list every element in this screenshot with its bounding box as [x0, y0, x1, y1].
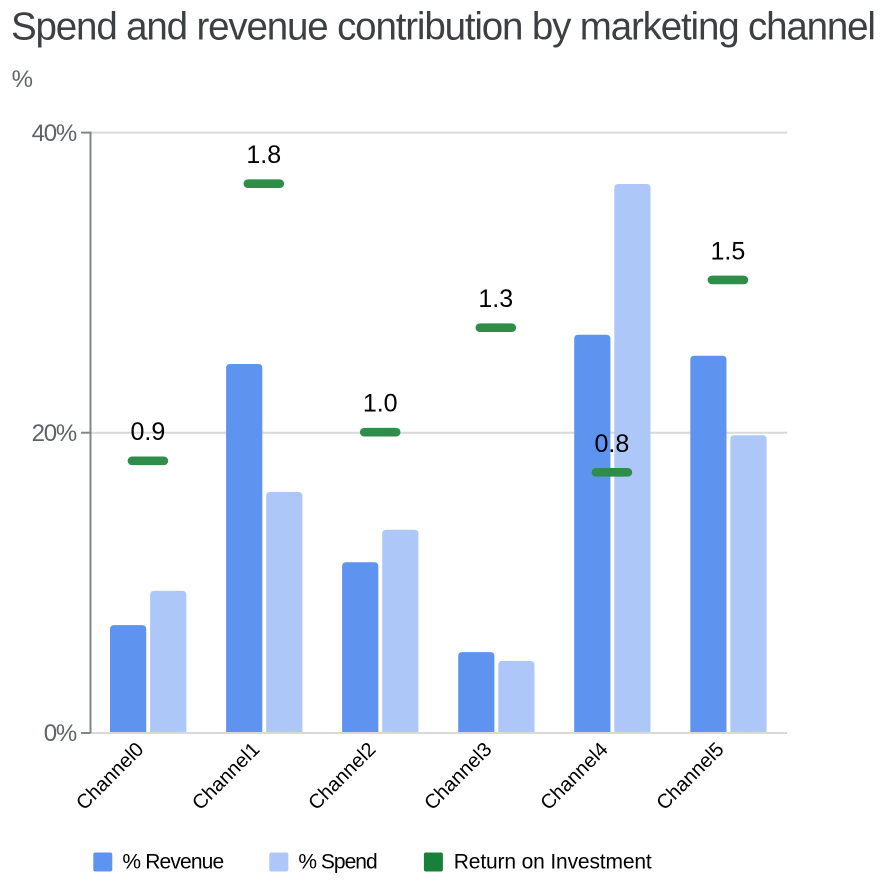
svg-text:% Spend: % Spend [298, 850, 377, 873]
svg-text:1.3: 1.3 [478, 285, 513, 313]
svg-text:0.9: 0.9 [131, 418, 166, 446]
svg-text:40%: 40% [32, 120, 77, 147]
svg-text:1.0: 1.0 [363, 390, 398, 418]
svg-text:% Revenue: % Revenue [122, 850, 223, 873]
svg-text:1.5: 1.5 [711, 238, 746, 266]
svg-text:Spend and revenue contribution: Spend and revenue contribution by market… [11, 5, 875, 48]
svg-text:1.8: 1.8 [246, 141, 281, 169]
svg-text:0.8: 0.8 [595, 430, 630, 458]
svg-text:%: % [12, 66, 33, 93]
svg-text:20%: 20% [32, 420, 77, 447]
svg-text:Return on Investment: Return on Investment [454, 850, 652, 873]
svg-text:0%: 0% [44, 720, 77, 747]
